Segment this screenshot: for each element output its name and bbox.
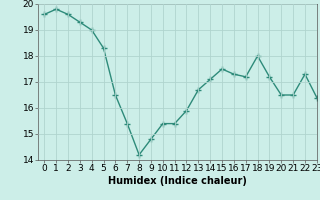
X-axis label: Humidex (Indice chaleur): Humidex (Indice chaleur) (108, 176, 247, 186)
